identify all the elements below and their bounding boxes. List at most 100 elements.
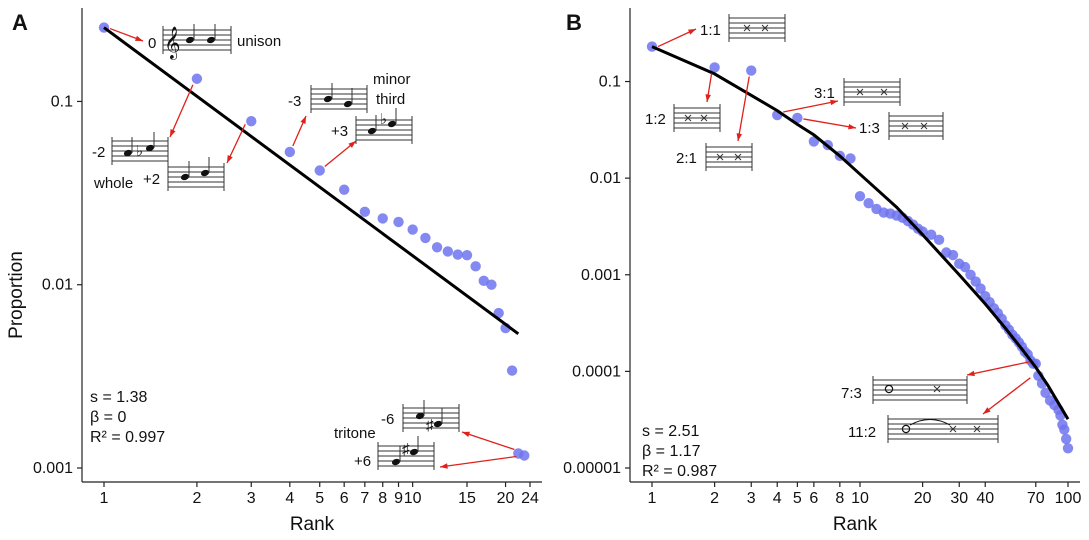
annotation-label: -3 [288, 93, 301, 110]
x-tick-label: 10 [404, 490, 422, 507]
arrow-head [983, 407, 991, 414]
arrow-shaft [803, 118, 857, 129]
data-point [746, 65, 757, 76]
data-point [845, 153, 856, 164]
annotation-label: -2 [92, 144, 105, 161]
data-point [506, 365, 518, 376]
x-tick-label: 6 [340, 490, 349, 507]
annotation-label: +2 [143, 171, 160, 188]
data-point [470, 261, 481, 272]
staff-tritone [402, 400, 460, 432]
x-tick-label: 2 [192, 490, 201, 507]
whole-note-icon [884, 384, 894, 394]
x-tick-label: 2 [710, 490, 719, 507]
staff-minor-third [310, 83, 368, 113]
panel-a: A 1 2 3 4 5 6 7 8 9 10 15 20 24 0.001 0.01 0.1 Rank Propor… [6, 8, 542, 535]
panel-label: A [12, 10, 28, 35]
staff-1-3 [888, 112, 944, 140]
data-point [442, 246, 454, 257]
y-tick-label: 0.0001 [572, 363, 621, 380]
data-point [478, 275, 489, 287]
x-note-head [973, 425, 981, 433]
arrow-head [300, 116, 306, 124]
arrow-head [830, 99, 838, 106]
data-point [284, 146, 296, 158]
data-point [393, 216, 404, 228]
data-point [377, 213, 388, 224]
annotation-label: 11:2 [848, 424, 876, 441]
arrow-head [348, 141, 356, 148]
arrow-head [170, 129, 176, 137]
stat-beta: β = 0 [90, 409, 126, 426]
stat-s: s = 1.38 [90, 389, 147, 406]
data-point [420, 232, 431, 244]
arrow-1-2 [705, 73, 713, 103]
data-point [314, 165, 325, 176]
y-tick-label: 0.1 [599, 74, 621, 91]
note-head [343, 100, 353, 108]
whole-note-icon [901, 424, 911, 434]
x-tick-label: 5 [793, 490, 802, 507]
x-tick-label: 20 [914, 490, 932, 507]
data-point [933, 234, 945, 246]
x-tick-label: 9 [394, 490, 403, 507]
sharp-icon: ♯ [426, 417, 434, 434]
note-head [433, 420, 443, 428]
data-point [926, 229, 937, 240]
arrow-head [736, 133, 742, 141]
staff-1-1 [728, 14, 786, 42]
note-head [415, 412, 425, 420]
flat-icon: ♭ [136, 143, 143, 160]
note-head [185, 36, 195, 44]
x-tick-label: 8 [378, 490, 387, 507]
x-tick-label: 1 [648, 490, 657, 507]
annotation-note: tritone [334, 425, 376, 442]
annotation-label: 1:3 [859, 120, 880, 137]
x-tick-label: 4 [285, 490, 294, 507]
data-point [1059, 424, 1070, 435]
x-note-head [920, 122, 928, 130]
y-tick-label: 0.001 [33, 460, 73, 477]
staff-11-2 [887, 415, 999, 443]
data-point [1040, 387, 1051, 399]
data-point [431, 242, 443, 253]
arrow-shaft [966, 361, 1030, 376]
arrow-shaft [982, 377, 1031, 415]
data-point [792, 112, 803, 124]
staff-plus2 [167, 157, 225, 191]
stat-r2: R² = 0.997 [90, 429, 165, 446]
x-tick-label: 7 [360, 490, 369, 507]
y-tick-label: 0.1 [51, 93, 73, 110]
y-tick-label: 0.01 [590, 170, 621, 187]
data-point [1060, 433, 1072, 445]
x-note-head [761, 24, 769, 32]
x-note-head [700, 114, 708, 122]
arrow-head [440, 463, 448, 469]
stat-r2: R² = 0.987 [642, 463, 717, 480]
annotation-label: 1:2 [645, 111, 666, 128]
note-head [387, 120, 397, 128]
annotation-label: 1:1 [700, 22, 721, 39]
x-tick-label: 30 [950, 490, 968, 507]
data-point [863, 198, 874, 209]
arrow-head [227, 155, 233, 163]
arrow-minor-third [292, 115, 307, 147]
annotation-note: minor [373, 71, 411, 88]
staff-unison [162, 24, 232, 54]
note-head [409, 448, 419, 456]
note-head [123, 149, 133, 157]
stat-s: s = 2.51 [642, 423, 699, 440]
x-tick-label: 100 [1055, 490, 1082, 507]
annotation-label: -6 [381, 411, 394, 428]
y-tick-label: 0.001 [581, 267, 621, 284]
fit-line [651, 45, 1070, 420]
arrow-1-1 [657, 28, 697, 48]
staff-2-1 [705, 143, 753, 171]
x-note-head [743, 24, 751, 32]
arrow-unison [109, 27, 144, 42]
x-tick-label: 20 [497, 490, 515, 507]
arrow-1-3 [803, 118, 857, 130]
arrow-2-1 [736, 76, 750, 142]
x-tick-label: 24 [521, 490, 539, 507]
